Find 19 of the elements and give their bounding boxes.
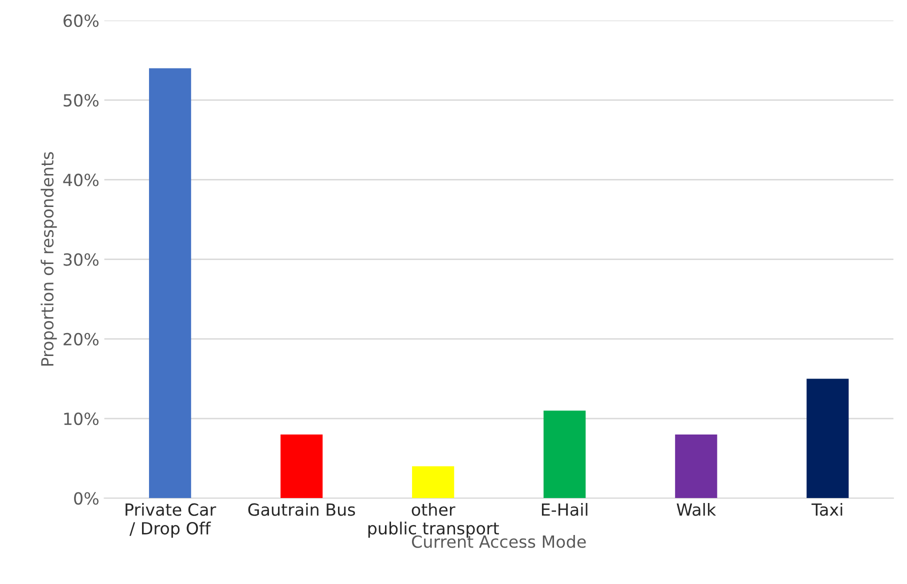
y-tick-label: 50%: [64, 94, 99, 107]
y-tick-label: 10%: [64, 412, 99, 426]
y-tick-label: 30%: [64, 253, 99, 266]
bar: [806, 378, 849, 498]
bar: [544, 410, 586, 498]
y-tick-label: 0%: [74, 492, 99, 505]
bar: [412, 466, 454, 498]
y-tick-label: 40%: [63, 174, 99, 186]
y-axis-title: Proportion of respondents: [40, 152, 57, 366]
x-tick-label: Private Car / Drop Off: [126, 503, 216, 538]
x-tick-label: E-Hail: [542, 503, 588, 516]
bar: [675, 434, 718, 498]
bar: [149, 68, 192, 498]
y-tick-label: 20%: [64, 332, 99, 346]
x-tick-label: Walk: [676, 503, 716, 516]
x-tick-label: Gautrain Bus: [248, 503, 355, 516]
bar: [280, 434, 323, 498]
x-tick-label: Taxi: [812, 503, 842, 516]
y-tick-label: 60%: [64, 14, 99, 28]
